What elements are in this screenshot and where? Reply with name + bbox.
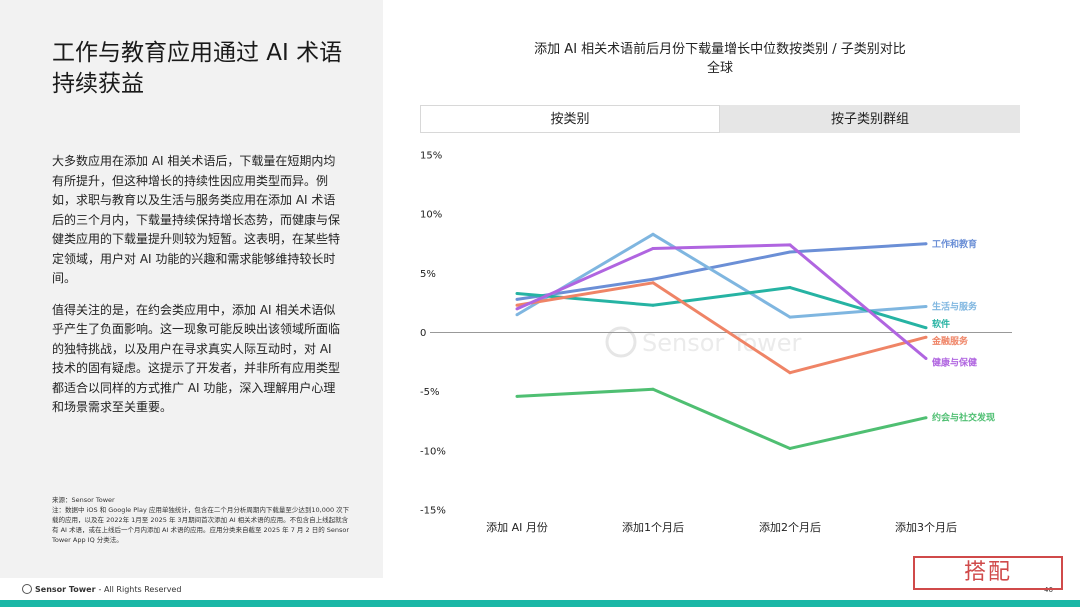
tab-by-subcategory-group[interactable]: 按子类别群组	[720, 105, 1020, 133]
footer-accent-bar	[0, 600, 1080, 607]
data-point	[788, 315, 792, 319]
data-point	[788, 250, 792, 254]
data-point	[515, 307, 519, 311]
rights-text: - All Rights Reserved	[98, 584, 182, 594]
data-point	[515, 291, 519, 295]
series-line	[516, 243, 927, 360]
brand-name: Sensor Tower	[35, 584, 96, 594]
data-point	[651, 281, 655, 285]
data-point	[924, 326, 928, 330]
body-text: 大多数应用在添加 AI 相关术语后，下载量在短期内均有所提升，但这种增长的持续性…	[52, 152, 342, 430]
series-line	[516, 286, 927, 330]
y-tick-label: -15%	[420, 506, 446, 517]
x-tick-label: 添加2个月后	[759, 520, 821, 534]
y-tick-label: 0	[420, 328, 426, 339]
data-point	[924, 357, 928, 361]
series-label: 金融服务	[931, 335, 969, 347]
data-point	[651, 246, 655, 250]
x-tick-label: 添加 AI 月份	[486, 520, 548, 534]
chart-title-block: 添加 AI 相关术语前后月份下载量增长中位数按类别 / 子类别对比 全球	[480, 40, 960, 78]
footer: Sensor Tower - All Rights Reserved 46	[0, 578, 1080, 607]
data-point	[651, 277, 655, 281]
footer-brand: Sensor Tower - All Rights Reserved	[22, 584, 181, 594]
data-point	[788, 286, 792, 290]
series-line	[516, 387, 927, 450]
y-tick-label: -10%	[420, 446, 446, 457]
paragraph-2: 值得关注的是，在约会类应用中，添加 AI 相关术语似乎产生了负面影响。这一现象可…	[52, 302, 341, 415]
data-point	[515, 313, 519, 317]
y-tick-label: 10%	[420, 210, 442, 221]
series-label: 工作和教育	[932, 238, 977, 250]
data-point	[924, 304, 928, 308]
series-label: 约会与社交发现	[932, 412, 995, 424]
watermark: Sensor Tower	[605, 326, 802, 358]
data-point	[924, 416, 928, 420]
data-point	[651, 387, 655, 391]
paragraph-1: 大多数应用在添加 AI 相关术语后，下载量在短期内均有所提升，但这种增长的持续性…	[52, 154, 341, 285]
series-label: 健康与保健	[932, 357, 977, 369]
data-point	[788, 446, 792, 450]
source-note: 来源：Sensor Tower 注：数据中 iOS 和 Google Play …	[52, 495, 352, 545]
chart-title: 添加 AI 相关术语前后月份下载量增长中位数按类别 / 子类别对比	[534, 42, 906, 57]
source-footnote: 注：数据中 iOS 和 Google Play 应用单独统计，包含在二个月分析周…	[52, 506, 350, 544]
x-tick-label: 添加1个月后	[622, 520, 684, 534]
x-tick-label: 添加3个月后	[895, 520, 957, 534]
y-tick-label: 5%	[420, 269, 436, 280]
data-point	[515, 297, 519, 301]
series-line	[516, 232, 927, 319]
chart-subtitle: 全球	[706, 61, 733, 76]
data-point	[515, 303, 519, 307]
data-point	[515, 394, 519, 398]
series-line	[516, 242, 927, 301]
data-point	[924, 242, 928, 246]
series-label: 软件	[932, 318, 950, 330]
series-label: 生活与服务	[932, 300, 978, 312]
page-title: 工作与教育应用通过 AI 术语持续获益	[52, 40, 343, 97]
series-line	[516, 281, 927, 375]
tab-by-category[interactable]: 按类别	[420, 105, 720, 133]
data-point	[924, 335, 928, 339]
source-label: 来源：Sensor Tower	[52, 496, 115, 504]
corner-stamp-logo: 搭配	[913, 556, 1063, 590]
left-panel: 工作与教育应用通过 AI 术语持续获益 大多数应用在添加 AI 相关术语后，下载…	[0, 0, 383, 578]
page-number: 46	[1044, 586, 1053, 594]
data-point	[788, 371, 792, 375]
y-tick-label: 15%	[420, 151, 442, 162]
line-chart: Sensor Tower 15% 10% 5% 0 -5% -10% -15% 添加 AI 月…	[420, 151, 1012, 534]
sensor-tower-logo-icon	[22, 584, 32, 594]
watermark-text: Sensor Tower	[642, 329, 802, 357]
data-point	[788, 243, 792, 247]
data-point	[651, 303, 655, 307]
y-tick-label: -5%	[420, 387, 439, 398]
data-point	[651, 232, 655, 236]
chart-tabs: 按类别 按子类别群组	[420, 105, 1020, 133]
